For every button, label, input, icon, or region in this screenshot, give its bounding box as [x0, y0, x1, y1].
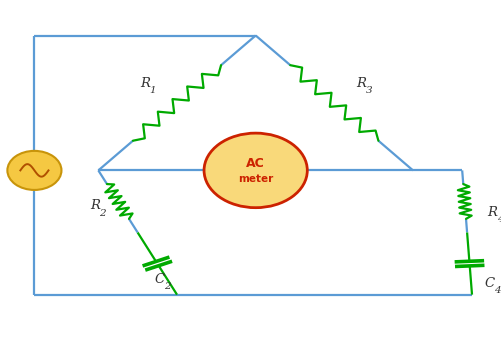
- Text: 3: 3: [365, 86, 372, 95]
- Text: C: C: [483, 277, 493, 290]
- Text: 2: 2: [99, 208, 106, 218]
- Text: meter: meter: [237, 174, 273, 184]
- Text: R: R: [140, 77, 150, 90]
- Text: C: C: [154, 273, 165, 286]
- Text: 1: 1: [149, 86, 156, 95]
- Text: 2: 2: [164, 282, 171, 291]
- Text: R: R: [486, 206, 496, 219]
- Text: 4: 4: [493, 286, 499, 295]
- Circle shape: [8, 151, 61, 190]
- Text: AC: AC: [246, 157, 265, 170]
- Text: 4: 4: [496, 215, 501, 224]
- Text: R: R: [356, 77, 366, 90]
- Circle shape: [203, 133, 307, 208]
- Text: R: R: [90, 200, 100, 212]
